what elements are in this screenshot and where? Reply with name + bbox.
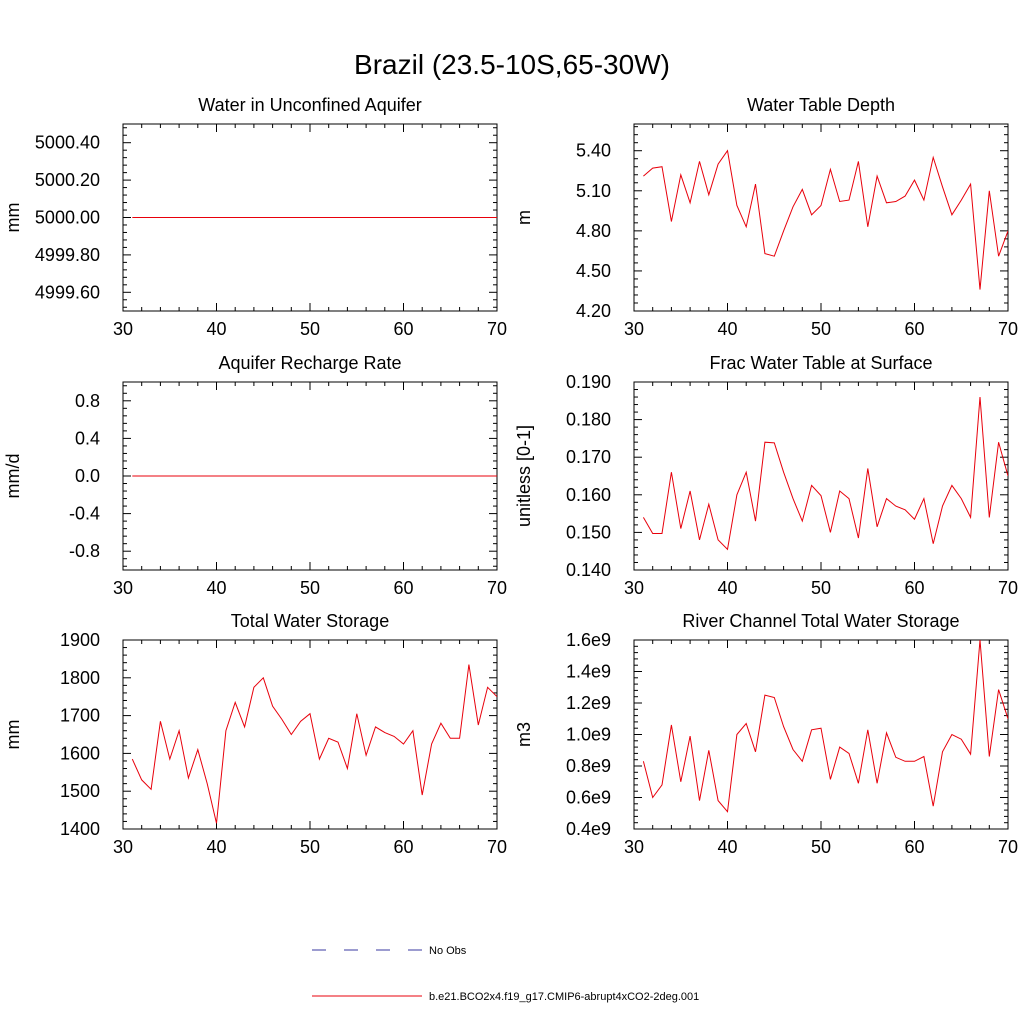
x-tick-label: 60 bbox=[904, 319, 924, 339]
y-tick-label: 1900 bbox=[60, 630, 100, 650]
y-tick-label: 0.160 bbox=[566, 485, 611, 505]
x-tick-label: 30 bbox=[624, 837, 644, 857]
y-tick-label: 0.8e9 bbox=[566, 756, 611, 776]
y-axis-label: mm bbox=[3, 720, 23, 750]
y-tick-label: 1700 bbox=[60, 706, 100, 726]
series-line bbox=[643, 397, 1008, 549]
plot-frame bbox=[123, 640, 497, 829]
y-tick-label: 1500 bbox=[60, 781, 100, 801]
y-tick-label: 0.140 bbox=[566, 560, 611, 580]
legend-item: No Obs bbox=[312, 945, 467, 957]
plot-frame bbox=[634, 124, 1008, 311]
x-tick-label: 40 bbox=[206, 837, 226, 857]
x-tick-label: 40 bbox=[717, 319, 737, 339]
legend-item: b.e21.BCO2x4.f19_g17.CMIP6-abrupt4xCO2-2… bbox=[312, 991, 699, 1003]
y-tick-label: 5000.00 bbox=[35, 208, 100, 228]
y-tick-label: 0.170 bbox=[566, 447, 611, 467]
x-tick-label: 70 bbox=[998, 319, 1018, 339]
panel-title: Total Water Storage bbox=[231, 611, 389, 631]
panel-title: Frac Water Table at Surface bbox=[709, 353, 932, 373]
x-tick-label: 60 bbox=[393, 578, 413, 598]
x-tick-label: 60 bbox=[393, 319, 413, 339]
x-tick-label: 30 bbox=[113, 837, 133, 857]
x-tick-label: 50 bbox=[300, 837, 320, 857]
y-tick-label: -0.4 bbox=[69, 504, 100, 524]
x-tick-label: 30 bbox=[624, 319, 644, 339]
x-tick-label: 30 bbox=[113, 319, 133, 339]
y-tick-label: 0.6e9 bbox=[566, 788, 611, 808]
x-tick-label: 70 bbox=[998, 578, 1018, 598]
y-tick-label: 1600 bbox=[60, 743, 100, 763]
series-line bbox=[643, 640, 1008, 812]
y-tick-label: 4.80 bbox=[576, 221, 611, 241]
x-tick-label: 70 bbox=[487, 837, 507, 857]
y-tick-label: 4.20 bbox=[576, 301, 611, 321]
y-tick-label: 1.0e9 bbox=[566, 725, 611, 745]
x-tick-label: 40 bbox=[717, 578, 737, 598]
y-tick-label: 0.0 bbox=[75, 466, 100, 486]
y-axis-label: mm/d bbox=[3, 454, 23, 499]
figure-title: Brazil (23.5-10S,65-30W) bbox=[354, 49, 670, 80]
panel-5: Total Water Storage mm 30 40 50 60 70 1400 1500 1… bbox=[3, 611, 507, 857]
y-tick-label: 5000.20 bbox=[35, 170, 100, 190]
y-tick-label: 0.150 bbox=[566, 522, 611, 542]
x-tick-label: 30 bbox=[624, 578, 644, 598]
x-tick-label: 60 bbox=[393, 837, 413, 857]
panel-title: Water in Unconfined Aquifer bbox=[198, 95, 421, 115]
plot-frame bbox=[634, 382, 1008, 570]
y-tick-label: 0.4e9 bbox=[566, 819, 611, 839]
y-axis-label: mm bbox=[3, 203, 23, 233]
panel-3: Aquifer Recharge Rate mm/d 30 40 50 60 70 -0.8 -… bbox=[3, 353, 507, 598]
x-tick-label: 70 bbox=[487, 578, 507, 598]
panel-title: Aquifer Recharge Rate bbox=[218, 353, 401, 373]
x-tick-label: 40 bbox=[206, 319, 226, 339]
panels: Water in Unconfined Aquifer mm 30 40 50 60 70 4… bbox=[3, 95, 1018, 857]
x-tick-label: 50 bbox=[811, 578, 831, 598]
y-tick-label: 1.6e9 bbox=[566, 630, 611, 650]
y-tick-label: 5000.40 bbox=[35, 133, 100, 153]
x-tick-label: 50 bbox=[300, 319, 320, 339]
x-tick-label: 70 bbox=[487, 319, 507, 339]
y-tick-label: 0.8 bbox=[75, 391, 100, 411]
y-tick-label: 4999.80 bbox=[35, 245, 100, 265]
legend-label: No Obs bbox=[429, 945, 467, 957]
y-tick-label: 1.4e9 bbox=[566, 662, 611, 682]
legend-label: b.e21.BCO2x4.f19_g17.CMIP6-abrupt4xCO2-2… bbox=[429, 991, 699, 1003]
y-tick-label: 1.2e9 bbox=[566, 693, 611, 713]
x-tick-label: 60 bbox=[904, 837, 924, 857]
legend: No Obs b.e21.BCO2x4.f19_g17.CMIP6-abrupt4… bbox=[312, 945, 699, 1003]
y-tick-label: 1400 bbox=[60, 819, 100, 839]
y-axis-label: unitless [0-1] bbox=[514, 425, 534, 527]
y-tick-label: 5.40 bbox=[576, 141, 611, 161]
y-tick-label: 0.190 bbox=[566, 372, 611, 392]
y-tick-label: 0.180 bbox=[566, 410, 611, 430]
y-tick-label: 4.50 bbox=[576, 261, 611, 281]
y-tick-label: 4999.60 bbox=[35, 282, 100, 302]
series-line bbox=[643, 151, 1008, 290]
y-tick-label: 5.10 bbox=[576, 181, 611, 201]
x-tick-label: 70 bbox=[998, 837, 1018, 857]
x-tick-label: 60 bbox=[904, 578, 924, 598]
panel-2: Water Table Depth m 30 40 50 60 70 4.20 4.50 4.80… bbox=[514, 95, 1018, 339]
x-tick-label: 50 bbox=[300, 578, 320, 598]
x-tick-label: 50 bbox=[811, 319, 831, 339]
x-tick-label: 40 bbox=[717, 837, 737, 857]
panel-1: Water in Unconfined Aquifer mm 30 40 50 60 70 4… bbox=[3, 95, 507, 339]
y-axis-label: m bbox=[514, 210, 534, 225]
panel-6: River Channel Total Water Storage m3 30 40 5… bbox=[514, 611, 1018, 857]
series-line bbox=[132, 665, 497, 824]
y-tick-label: 0.4 bbox=[75, 428, 100, 448]
x-tick-label: 40 bbox=[206, 578, 226, 598]
panel-4: Frac Water Table at Surface unitless [0-1… bbox=[514, 353, 1018, 598]
x-tick-label: 30 bbox=[113, 578, 133, 598]
x-tick-label: 50 bbox=[811, 837, 831, 857]
y-tick-label: 1800 bbox=[60, 668, 100, 688]
panel-title: River Channel Total Water Storage bbox=[682, 611, 959, 631]
y-tick-label: -0.8 bbox=[69, 541, 100, 561]
y-axis-label: m3 bbox=[514, 722, 534, 747]
panel-title: Water Table Depth bbox=[747, 95, 895, 115]
